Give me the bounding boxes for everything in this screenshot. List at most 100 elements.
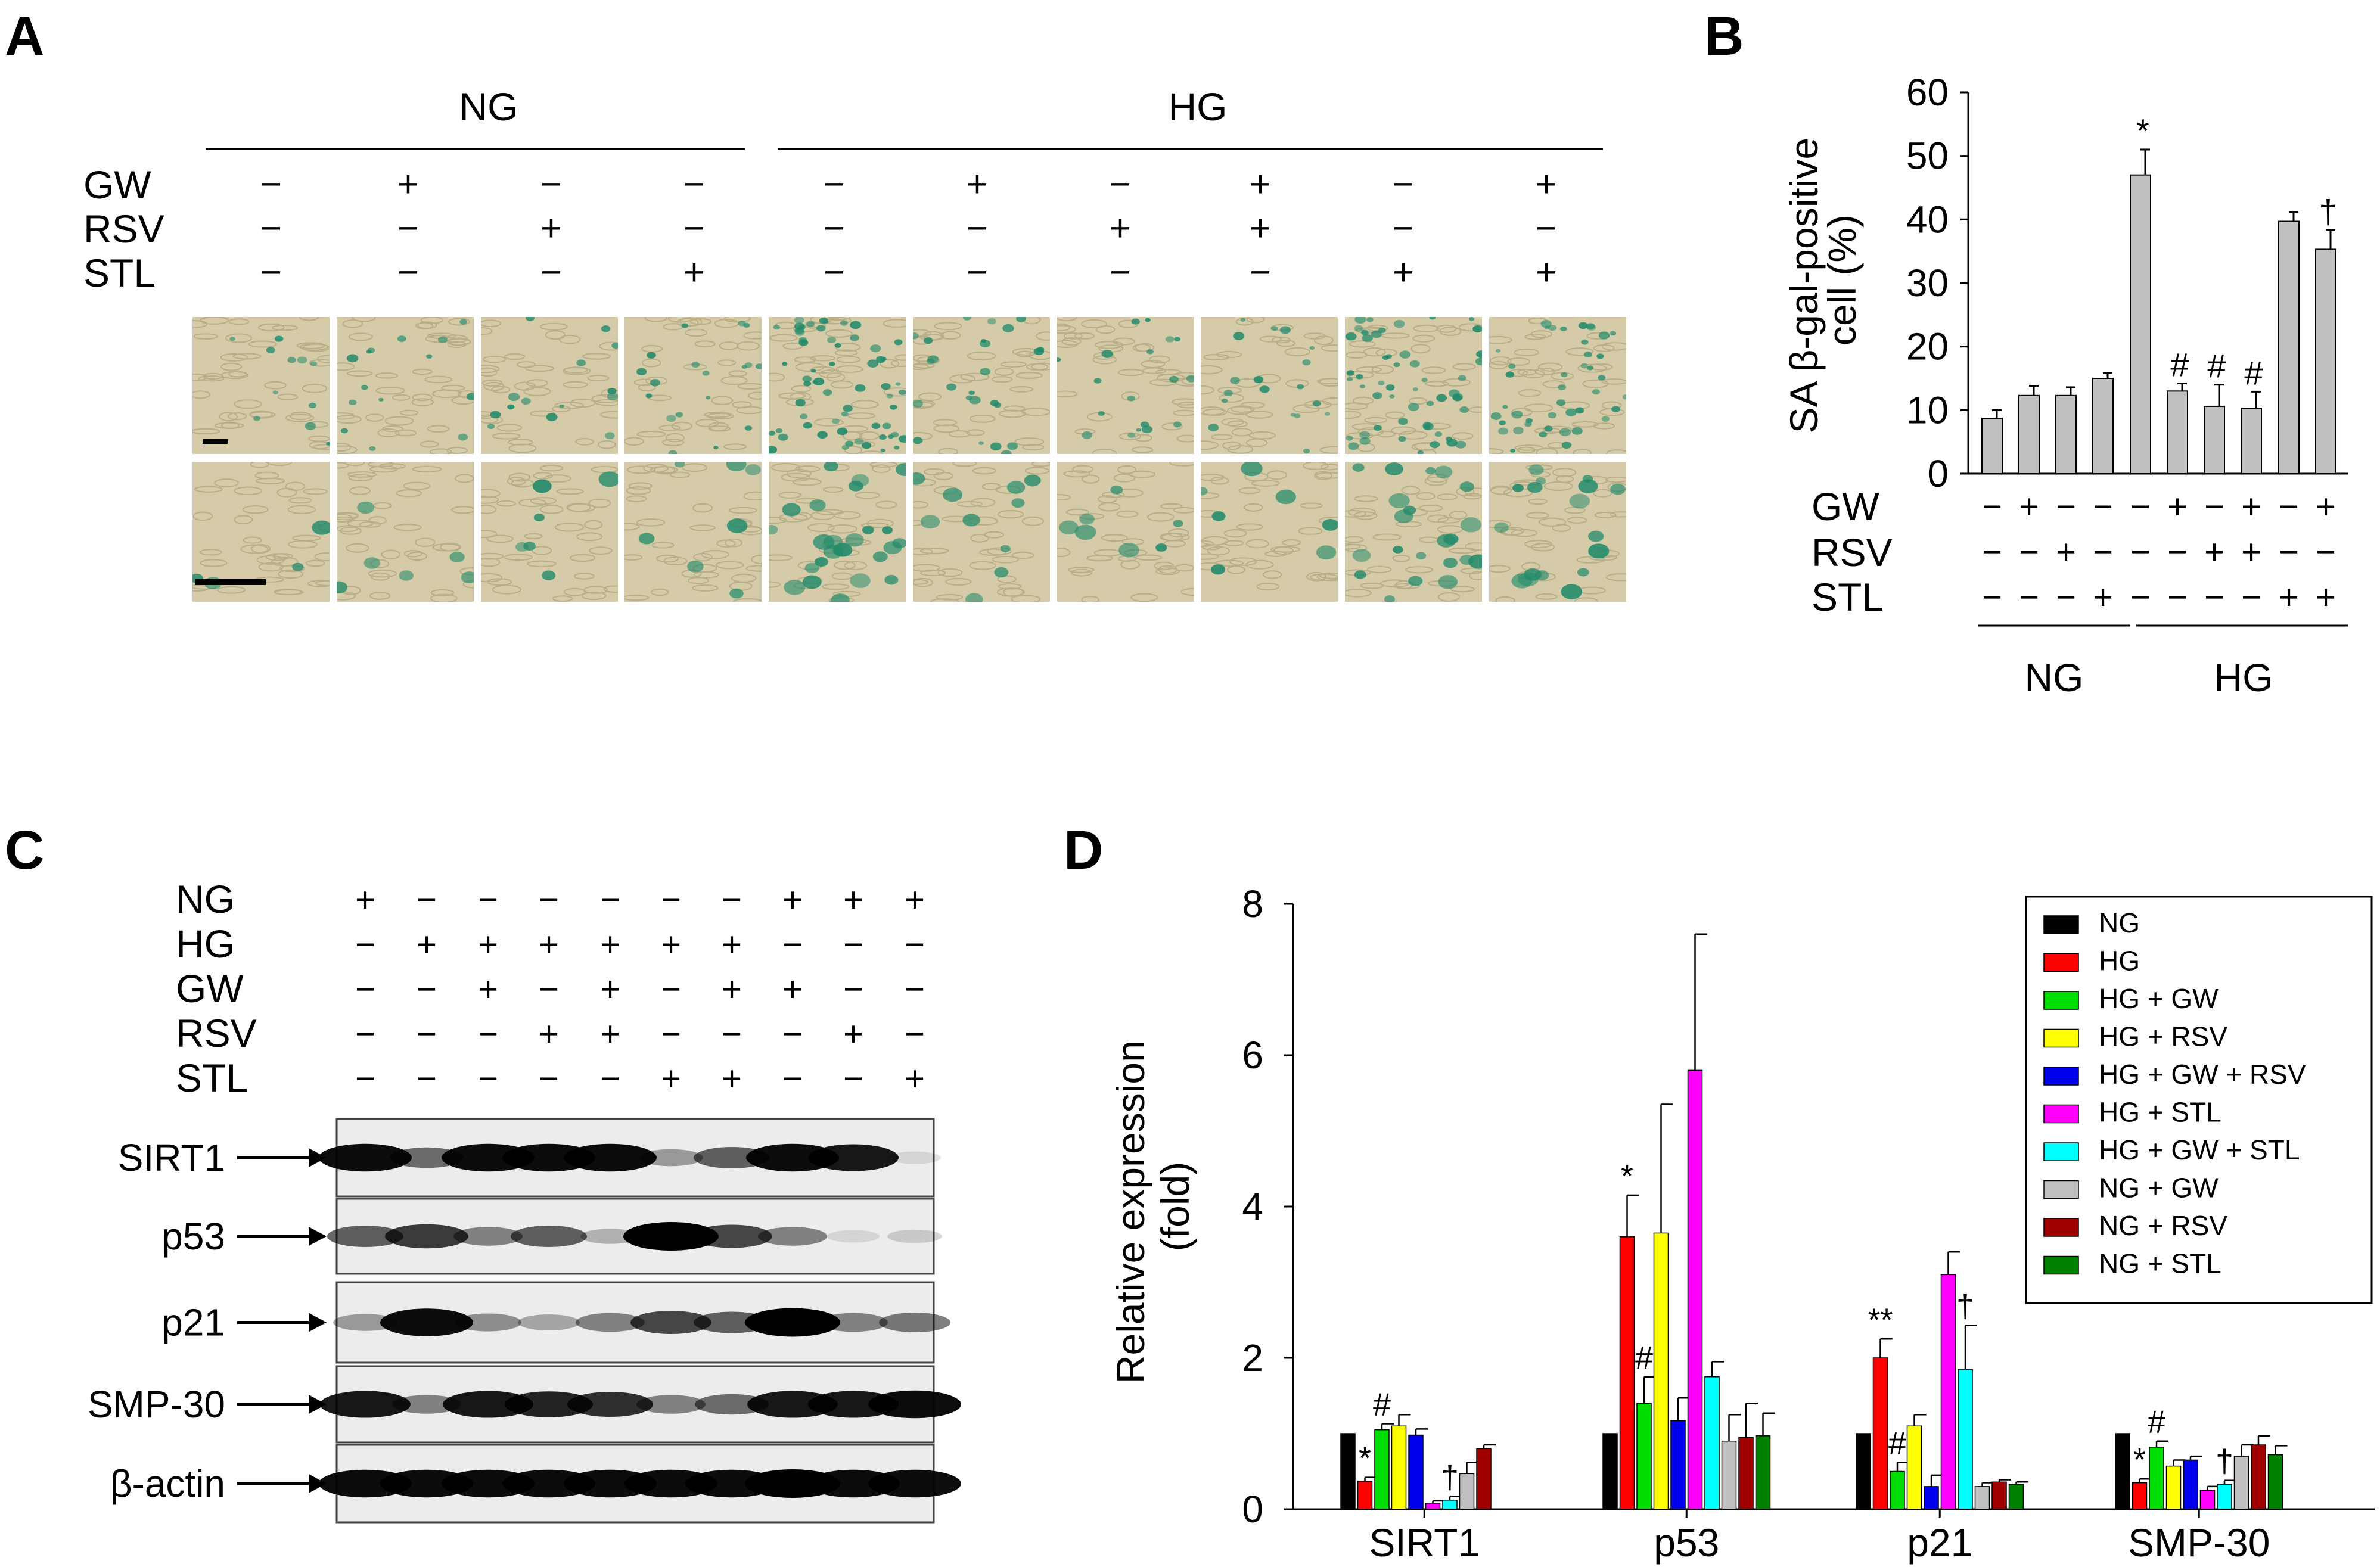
stained-cell — [459, 319, 468, 325]
stained-cell — [1561, 584, 1583, 599]
cell-outline — [807, 523, 835, 533]
cell-outline — [1169, 462, 1194, 467]
cell-outline — [1201, 540, 1214, 548]
micrograph-bottom-6 — [913, 462, 1050, 602]
stained-cell — [1584, 352, 1593, 358]
bar-p21-3 — [1890, 1470, 1905, 1510]
sign-ng-9: + — [843, 881, 863, 919]
micrograph-top-10 — [1489, 317, 1626, 454]
cell-outline — [966, 429, 985, 436]
sign-stl-7: + — [722, 1059, 742, 1098]
cell-outline — [378, 463, 406, 470]
cell-outline — [751, 555, 762, 564]
band-1 — [320, 1391, 411, 1418]
micrograph-grid — [192, 317, 1626, 602]
cell-outline — [192, 373, 208, 381]
cell-outline — [1057, 494, 1071, 501]
cell-outline — [564, 587, 586, 596]
micrograph-bottom-3 — [481, 462, 618, 602]
stained-cell — [650, 379, 661, 387]
sign-ng-5: − — [600, 881, 620, 919]
sign-hg-3: + — [478, 925, 498, 964]
cell-outline — [844, 561, 868, 570]
cell-outline — [1276, 340, 1296, 347]
cell-outline — [1172, 372, 1194, 380]
stained-cell — [1556, 399, 1566, 406]
stained-cell — [1437, 534, 1456, 548]
sign-stl-10: + — [2316, 578, 2336, 617]
cell-outline — [582, 353, 611, 360]
cell-outline — [302, 384, 328, 393]
cell-outline — [669, 471, 691, 478]
bar-series: * # # # † — [1981, 112, 2338, 475]
band-6 — [639, 1149, 703, 1167]
bar-sirt1-1 — [1340, 1433, 1356, 1510]
cell-outline — [1177, 401, 1194, 409]
cell-outline — [1601, 378, 1626, 385]
stained-cell — [994, 567, 1009, 578]
band-7 — [695, 1394, 769, 1415]
cell-outline — [349, 486, 371, 495]
cell-outline — [365, 413, 384, 422]
significance-mark: # — [1888, 1425, 1906, 1461]
cell-outline — [1377, 430, 1396, 438]
stained-cell — [837, 427, 848, 436]
stained-cell — [1303, 448, 1310, 453]
cell-outline — [396, 489, 422, 498]
cell-outline — [481, 573, 503, 583]
micrograph-bottom-1 — [192, 462, 330, 602]
stained-cell — [1426, 400, 1434, 406]
cell-outline — [997, 575, 1017, 583]
cell-outline — [1226, 565, 1246, 574]
row-label-ng: NG — [176, 877, 235, 921]
sign-gw-4: − — [539, 970, 559, 1009]
cell-outline — [952, 462, 977, 467]
cell-outline — [769, 372, 785, 382]
stained-cell — [828, 362, 835, 366]
cell-outline — [1160, 533, 1183, 542]
cell-outline — [1292, 404, 1320, 413]
cell-outline — [554, 402, 584, 409]
stained-cell — [1582, 475, 1593, 483]
sign-stl-5: − — [2130, 578, 2151, 617]
stained-cell — [1534, 570, 1549, 580]
stained-cell — [1211, 564, 1226, 575]
cell-outline — [504, 353, 526, 360]
cell-outline — [913, 579, 929, 585]
sign-rsv-2: − — [417, 1015, 437, 1053]
stained-cell — [1173, 421, 1182, 428]
cell-outline — [1535, 593, 1558, 600]
cell-outline — [504, 554, 533, 561]
sign-gw-2: + — [2019, 487, 2039, 526]
cell-outline — [658, 424, 681, 431]
cell-outline — [369, 465, 398, 473]
bar-sirt1-5 — [1408, 1434, 1424, 1510]
stained-cell — [755, 363, 762, 369]
cell-outline — [1011, 595, 1041, 602]
cell-outline — [855, 492, 880, 499]
cell-outline — [481, 552, 504, 560]
stained-cell — [1505, 371, 1515, 378]
cell-outline — [192, 428, 220, 434]
stained-cell — [1403, 505, 1416, 515]
cell-outline — [1354, 495, 1378, 502]
cell-outline — [232, 353, 262, 360]
band-5 — [576, 1313, 645, 1332]
cell-outline — [604, 585, 618, 593]
stained-cell — [1037, 347, 1045, 353]
cell-outline — [234, 486, 263, 496]
cell-outline — [1524, 403, 1553, 412]
stained-cell — [895, 382, 901, 386]
cell-outline — [998, 583, 1022, 590]
cell-outline — [507, 477, 526, 486]
cell-outline — [861, 522, 889, 529]
cell-outline — [1154, 561, 1174, 571]
sign-gw-7: − — [1110, 164, 1131, 205]
stained-cell — [367, 347, 375, 353]
cell-outline — [728, 370, 747, 377]
significance-mark: † — [2216, 1444, 2233, 1479]
stained-cell — [1347, 377, 1353, 382]
cell-outline — [994, 367, 1014, 376]
stained-cell — [287, 357, 296, 363]
